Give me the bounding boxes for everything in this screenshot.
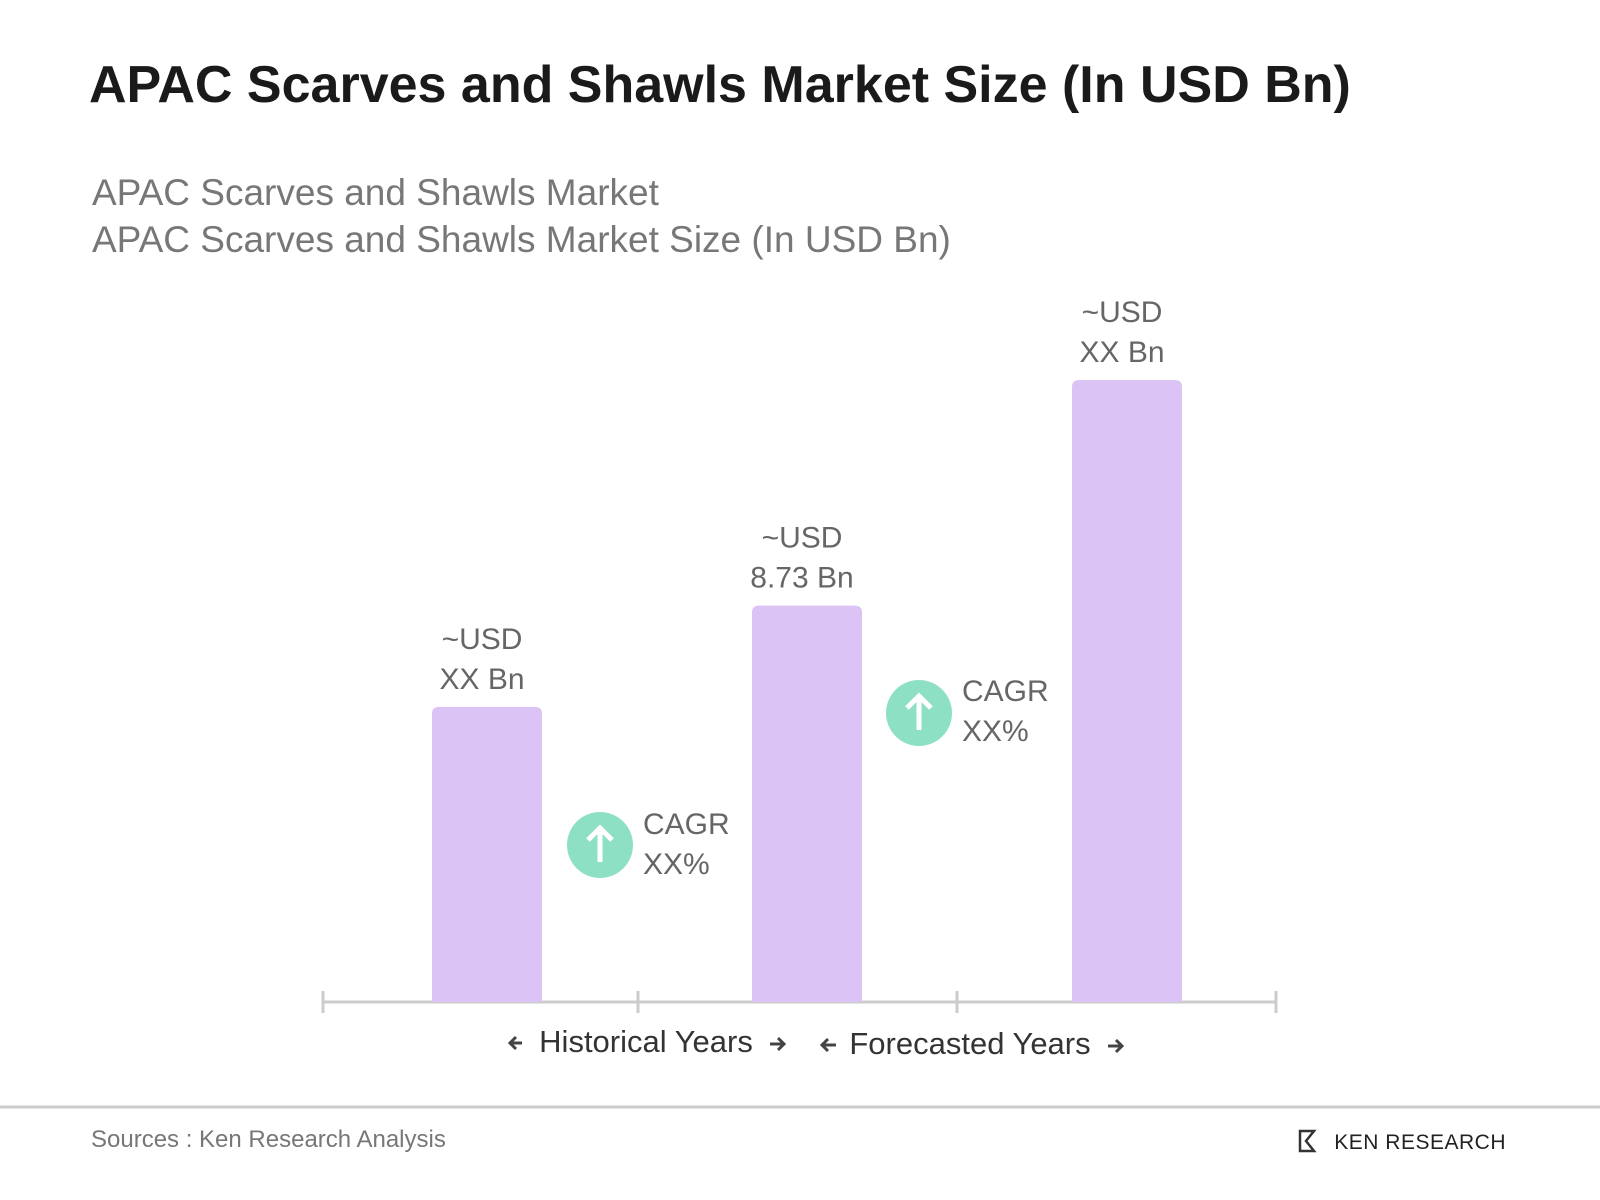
value-label: ~USD [1082, 296, 1163, 329]
value-label: XX Bn [439, 663, 524, 696]
arrow-left [819, 1037, 836, 1053]
source-note: Sources : Ken Research Analysis [91, 1126, 446, 1153]
bar [432, 706, 542, 1002]
value-label: XX Bn [1079, 336, 1164, 369]
arrow-right [1108, 1038, 1125, 1054]
arrow-left [507, 1035, 522, 1051]
up-arrow [905, 692, 933, 730]
value-label: ~USD [442, 623, 523, 656]
up-arrow [586, 824, 614, 862]
cagr-badge: CAGR XX% [886, 675, 1049, 748]
cagr-label: CAGR [643, 808, 730, 841]
period-label: Historical Years [539, 1024, 753, 1059]
value-label: 8.73 Bn [750, 562, 853, 595]
period-label: Forecasted Years [849, 1026, 1090, 1061]
logo: KEN RESEARCH [1298, 1129, 1506, 1154]
chart-title: APAC Scarves and Shawls Market Size (In … [89, 56, 1351, 114]
period-arrows [507, 1035, 1125, 1054]
logo-text: KEN RESEARCH [1334, 1131, 1506, 1154]
value-label: ~USD [762, 522, 843, 555]
logo-mark [1298, 1129, 1317, 1153]
cagr-value: XX% [643, 848, 710, 881]
chart-subtitle: APAC Scarves and Shawls Market Size (In … [92, 219, 951, 260]
cagr-badge: CAGR XX% [567, 808, 730, 881]
arrow-right [770, 1036, 787, 1052]
cagr-label: CAGR [962, 675, 1049, 708]
chart-subtitle: APAC Scarves and Shawls Market [92, 172, 660, 213]
cagr-value: XX% [962, 715, 1029, 748]
bar [1072, 380, 1182, 1002]
bar [752, 605, 862, 1002]
